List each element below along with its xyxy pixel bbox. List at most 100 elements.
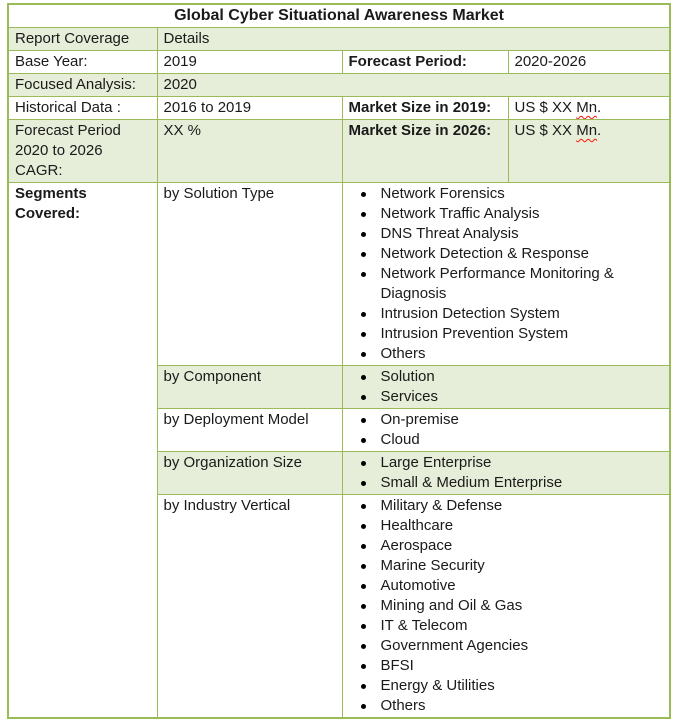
header-row: Report Coverage Details	[7, 27, 671, 51]
misspelled-word: Mn	[576, 122, 598, 139]
list-item: Mining and Oil & Gas	[349, 596, 664, 616]
bullet-icon	[360, 664, 366, 669]
segment-row-by-organization-size: by Organization Size Large Enterprise Smal…	[8, 451, 671, 495]
bullet-icon	[360, 418, 366, 423]
forecast-cagr-label: Forecast Period 2020 to 2026 CAGR:	[7, 119, 158, 183]
focused-analysis-label: Focused Analysis:	[7, 73, 158, 97]
segment-row-by-component: by Component Solution Services	[8, 365, 671, 409]
bullet-icon	[360, 624, 366, 629]
segment-item-label: Large Enterprise	[380, 454, 492, 471]
segment-item-label: Energy & Utilities	[380, 677, 495, 694]
list-item: Others	[349, 344, 664, 364]
base-year-value: 2019	[156, 50, 343, 74]
bullet-icon	[360, 684, 366, 689]
bullet-icon	[360, 504, 366, 509]
list-item: Military & Defense	[349, 496, 664, 516]
bullet-icon	[360, 584, 366, 589]
list-item: Government Agencies	[349, 636, 664, 656]
segment-item-label: Others	[380, 345, 426, 362]
segment-item-label: Cloud	[380, 431, 420, 448]
bullet-icon	[360, 481, 366, 486]
segment-group-label-by-industry-vertical: by Industry Vertical	[156, 494, 343, 719]
segment-item-label: Network Traffic Analysis	[380, 205, 540, 222]
list-item: Small & Medium Enterprise	[349, 473, 664, 493]
bullet-icon	[360, 192, 366, 197]
segment-item-label: Network Performance Monitoring & Diagnos…	[380, 265, 614, 302]
segment-item-label: Mining and Oil & Gas	[380, 597, 523, 614]
segment-group-items-by-industry-vertical: Military & Defense Healthcare Aerospace Mar…	[341, 494, 671, 719]
bullet-icon	[360, 544, 366, 549]
segment-group-items-by-component: Solution Services	[341, 365, 671, 409]
list-item: IT & Telecom	[349, 616, 664, 636]
segment-item-label: Intrusion Prevention System	[380, 325, 569, 342]
segment-row-by-industry-vertical: by Industry Vertical Military & Defense He…	[8, 494, 671, 719]
bullet-icon	[360, 564, 366, 569]
bullet-icon	[360, 232, 366, 237]
bullet-icon	[360, 332, 366, 337]
segment-group-label-by-organization-size: by Organization Size	[156, 451, 343, 495]
list-item: Network Traffic Analysis	[349, 204, 664, 224]
segment-row-by-deployment-model: by Deployment Model On-premise Cloud	[8, 408, 671, 452]
list-item: Network Detection & Response	[349, 244, 664, 264]
list-item: Automotive	[349, 576, 664, 596]
list-item: Network Performance Monitoring & Diagnos…	[349, 264, 664, 304]
market-size-2019-value: US $ XX Mn.	[507, 96, 671, 120]
forecast-cagr-value: XX %	[156, 119, 343, 183]
focused-analysis-row: Focused Analysis: 2020	[7, 73, 671, 97]
bullet-icon	[360, 704, 366, 709]
bullet-icon	[360, 375, 366, 380]
bullet-icon	[360, 352, 366, 357]
table-title-row: Global Cyber Situational Awareness Marke…	[7, 3, 671, 28]
list-item: DNS Threat Analysis	[349, 224, 664, 244]
segments-covered-label: Segments Covered:	[7, 182, 158, 719]
list-item: Large Enterprise	[349, 453, 664, 473]
list-item: BFSI	[349, 656, 664, 676]
report-coverage-table: Global Cyber Situational Awareness Marke…	[7, 3, 672, 719]
market-size-2019-label: Market Size in 2019:	[341, 96, 509, 120]
list-item: Others	[349, 696, 664, 716]
historical-data-row: Historical Data : 2016 to 2019 Market Si…	[7, 96, 671, 120]
segment-item-label: Intrusion Detection System	[380, 305, 560, 322]
segment-item-label: Military & Defense	[380, 497, 503, 514]
misspelled-word: Mn	[576, 99, 598, 116]
segment-item-label: Others	[380, 697, 426, 714]
bullet-icon	[360, 395, 366, 400]
forecast-period-value: 2020-2026	[507, 50, 671, 74]
bullet-icon	[360, 312, 366, 317]
forecast-cagr-row: Forecast Period 2020 to 2026 CAGR: XX % …	[7, 119, 671, 183]
segment-row-by-solution-type: Segments Covered: by Solution Type Network…	[7, 182, 671, 719]
focused-analysis-value: 2020	[156, 73, 671, 97]
bullet-icon	[360, 252, 366, 257]
segment-item-label: Healthcare	[380, 517, 454, 534]
bullet-icon	[360, 212, 366, 217]
list-item: Intrusion Prevention System	[349, 324, 664, 344]
base-year-label: Base Year:	[7, 50, 158, 74]
segment-item-label: Network Detection & Response	[380, 245, 589, 262]
table-title: Global Cyber Situational Awareness Marke…	[7, 3, 671, 28]
bullet-icon	[360, 604, 366, 609]
list-item: On-premise	[349, 410, 664, 430]
segment-item-label: Government Agencies	[380, 637, 529, 654]
forecast-period-label: Forecast Period:	[341, 50, 509, 74]
segment-item-label: Small & Medium Enterprise	[380, 474, 563, 491]
historical-data-value: 2016 to 2019	[156, 96, 343, 120]
list-item: Marine Security	[349, 556, 664, 576]
list-item: Services	[349, 387, 664, 407]
list-item: Aerospace	[349, 536, 664, 556]
segment-group-label-by-solution-type: by Solution Type	[156, 182, 343, 366]
segment-item-label: Services	[380, 388, 439, 405]
bullet-icon	[360, 644, 366, 649]
list-item: Healthcare	[349, 516, 664, 536]
segment-group-items-by-deployment-model: On-premise Cloud	[341, 408, 671, 452]
bullet-icon	[360, 438, 366, 443]
value-text: US $ XX	[514, 122, 577, 139]
list-item: Solution	[349, 367, 664, 387]
segment-item-label: On-premise	[380, 411, 459, 428]
segment-group-items-by-organization-size: Large Enterprise Small & Medium Enterpris…	[341, 451, 671, 495]
value-text: US $ XX	[514, 99, 577, 116]
list-item: Network Forensics	[349, 184, 664, 204]
segment-item-label: Aerospace	[380, 537, 453, 554]
segment-item-label: IT & Telecom	[380, 617, 468, 634]
historical-data-label: Historical Data :	[7, 96, 158, 120]
list-item: Cloud	[349, 430, 664, 450]
